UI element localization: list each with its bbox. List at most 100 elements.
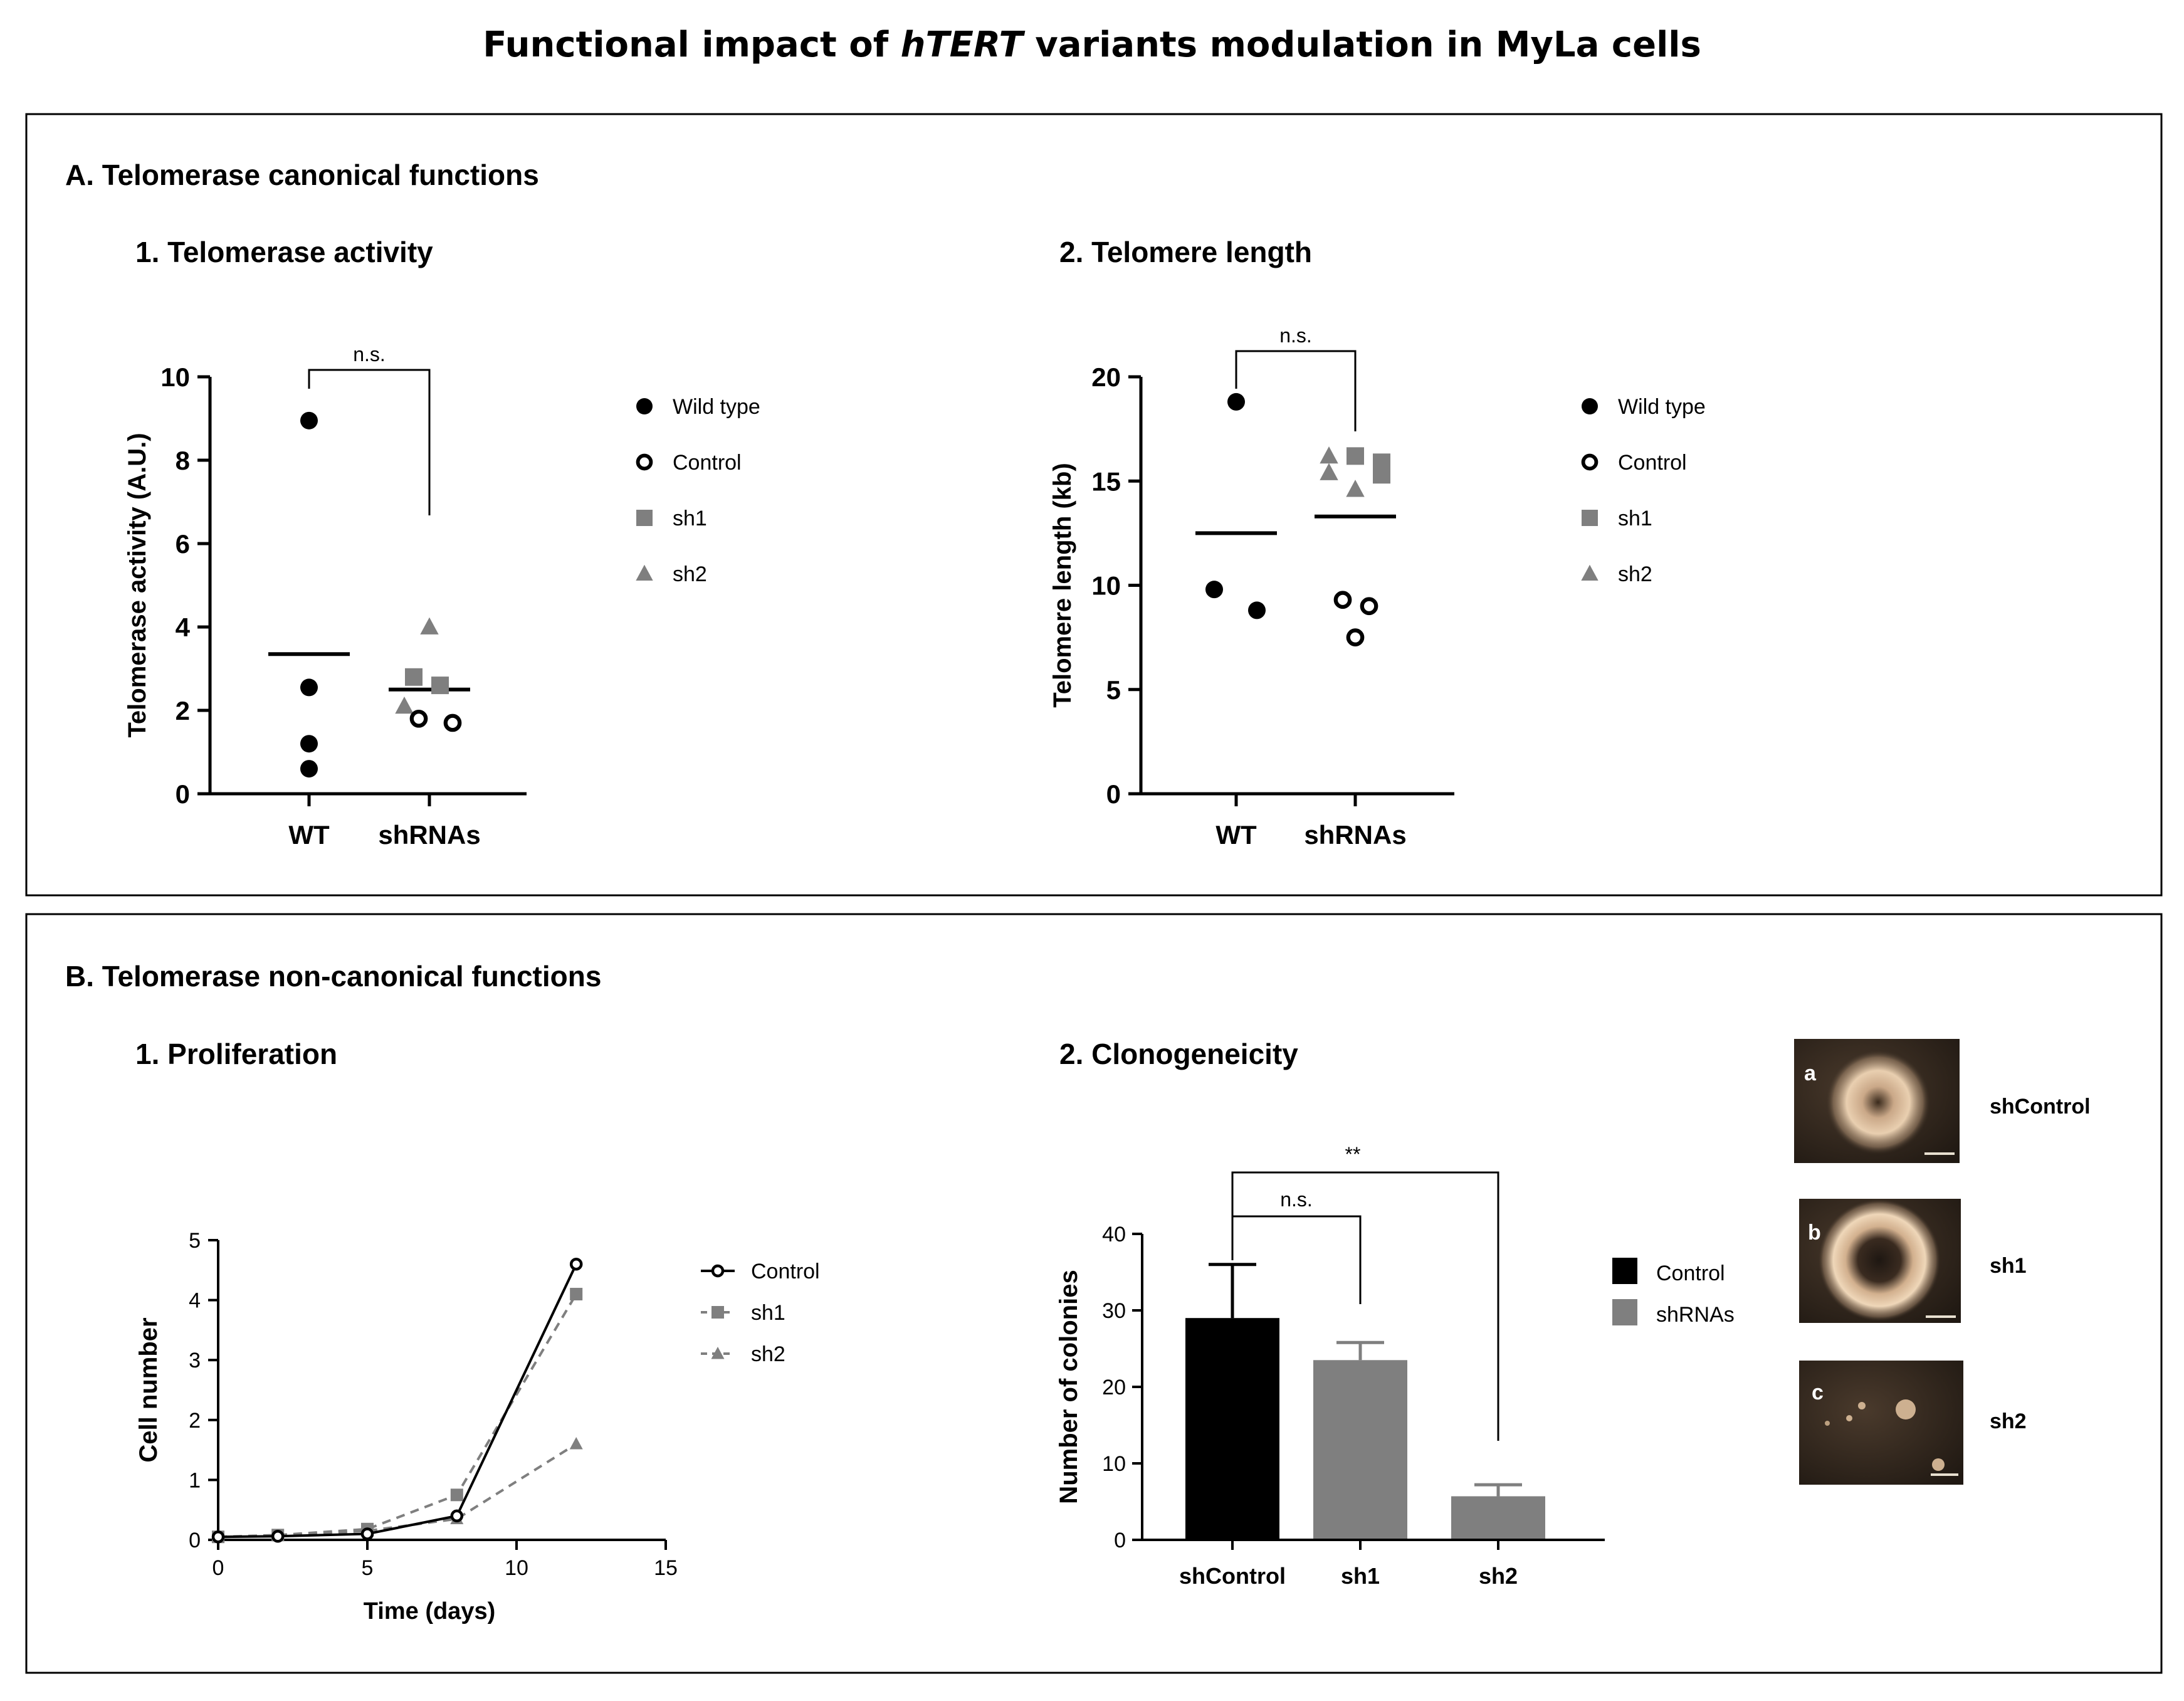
comparison-bracket-sh2 <box>1231 1171 1499 1441</box>
legend-a2: Wild type Control sh1 sh2 <box>1581 395 1706 586</box>
series-point-sh1 <box>450 1488 463 1502</box>
section-b-frame <box>25 913 2163 1674</box>
data-point <box>1346 628 1365 646</box>
data-point <box>1320 446 1338 464</box>
legend-marker <box>1582 510 1598 526</box>
x-tick-label: 5 <box>362 1556 374 1580</box>
y-tick-label: 3 <box>189 1349 201 1372</box>
legend-label: sh1 <box>673 507 707 530</box>
micrograph-c-label: sh2 <box>1990 1409 2027 1433</box>
x-tick-label: shControl <box>1179 1563 1286 1589</box>
section-a-frame <box>25 113 2163 897</box>
y-tick-label: 0 <box>1106 779 1121 809</box>
y-tick-label: 20 <box>1091 362 1121 392</box>
legend-marker <box>711 1264 725 1278</box>
data-point <box>300 760 318 778</box>
series-line-sh1 <box>218 1293 577 1539</box>
panel-a1-title: 1. Telomerase activity <box>135 236 433 268</box>
series-point-sh2 <box>569 1437 583 1450</box>
legend-label: sh2 <box>673 562 707 586</box>
y-tick-label: 4 <box>189 1289 201 1313</box>
y-axis-label: Number of colonies <box>1055 1270 1083 1504</box>
y-axis-label: Telomere length (kb) <box>1049 463 1076 707</box>
y-tick-label: 6 <box>176 529 190 559</box>
x-tick-label: 0 <box>213 1556 224 1580</box>
legend-marker <box>711 1347 725 1359</box>
legend-marker <box>1581 564 1599 581</box>
data-point <box>1227 392 1245 411</box>
series-point-Control <box>569 1257 583 1271</box>
data-point <box>1360 597 1378 616</box>
data-point <box>1333 591 1352 609</box>
panel-proliferation: 1. Proliferation 0 1 2 3 4 5 0 5 10 15 Time (days)… <box>135 1038 820 1625</box>
y-tick-label: 4 <box>176 613 191 642</box>
x-tick-label: sh1 <box>1341 1563 1380 1589</box>
legend-label: sh1 <box>1618 507 1652 530</box>
section-a-heading: A. Telomerase canonical functions <box>65 159 539 191</box>
micrograph-a-label: shControl <box>1990 1095 2091 1119</box>
legend-label: Control <box>1656 1261 1725 1285</box>
series-line-Control <box>218 1263 578 1539</box>
legend-label: Control <box>751 1260 820 1283</box>
title-italic: hTERT <box>901 24 1026 65</box>
data-point <box>300 411 318 429</box>
panel-b2-title: 2. Clonogeneicity <box>1059 1038 1298 1070</box>
x-tick-label: sh2 <box>1479 1563 1518 1589</box>
x-tick-label: shRNAs <box>378 820 480 850</box>
y-tick-label: 10 <box>1102 1452 1126 1476</box>
y-tick-label: 40 <box>1102 1223 1126 1246</box>
figure-title: Functional impact of hTERT variants modu… <box>483 24 1701 65</box>
legend-swatch <box>1612 1299 1637 1325</box>
micrograph-c: c sh2 <box>1799 1361 2027 1485</box>
legend-marker <box>636 564 653 581</box>
section-b-heading: B. Telomerase non-canonical functions <box>65 960 601 993</box>
significance-label: n.s. <box>1279 324 1312 347</box>
legend-label: shRNAs <box>1656 1303 1735 1327</box>
bar-shControl <box>1185 1318 1279 1540</box>
data-point <box>1205 581 1223 599</box>
x-tick-label: WT <box>288 820 330 850</box>
significance-bracket <box>308 369 431 515</box>
data-point <box>1346 480 1365 497</box>
x-tick-label: WT <box>1215 820 1257 850</box>
y-tick-label: 10 <box>160 362 190 392</box>
panel-telomerase-activity: 1. Telomerase activity 0 2 4 6 8 10 WT shRNAs Te… <box>123 236 760 850</box>
legend-marker <box>636 398 653 414</box>
legend-label: Wild type <box>673 395 760 419</box>
legend-label: sh1 <box>751 1301 785 1325</box>
micrograph-c-letter: c <box>1812 1381 1824 1404</box>
y-tick-label: 0 <box>189 1529 201 1552</box>
legend-label: Control <box>673 451 742 475</box>
y-tick-label: 0 <box>176 779 190 809</box>
data-point <box>431 677 449 695</box>
data-point <box>405 668 423 686</box>
legend-marker <box>711 1306 724 1319</box>
data-point <box>300 735 318 753</box>
legend-label: sh2 <box>751 1342 785 1366</box>
legend-label: sh2 <box>1618 562 1652 586</box>
panel-telomere-length: 2. Telomere length 0 5 10 15 20 WT shRNAs Telom… <box>1049 236 1706 850</box>
data-point <box>1248 601 1266 619</box>
y-tick-label: 20 <box>1102 1376 1126 1399</box>
micrograph-a-letter: a <box>1804 1061 1817 1085</box>
panel-a2-title: 2. Telomere length <box>1059 236 1312 268</box>
y-tick-label: 2 <box>176 696 190 725</box>
legend-swatch <box>1612 1258 1637 1284</box>
y-tick-label: 5 <box>1106 675 1121 705</box>
y-axis-label: Telomerase activity (A.U.) <box>123 433 151 737</box>
series-point-Control <box>360 1527 374 1540</box>
panel-b1-title: 1. Proliferation <box>135 1038 337 1070</box>
y-tick-label: 30 <box>1102 1299 1126 1323</box>
x-tick-label: 15 <box>654 1556 678 1580</box>
x-tick-label: 10 <box>505 1556 528 1580</box>
significance-label: n.s. <box>353 343 386 366</box>
series-point-sh1 <box>570 1288 583 1301</box>
micrograph-panel: a shControl b sh1 c sh2 <box>1794 1039 2091 1485</box>
data-point <box>395 696 414 714</box>
y-tick-label: 0 <box>1114 1529 1126 1552</box>
data-point <box>1320 463 1338 480</box>
comparison-label-sh2: ** <box>1345 1143 1361 1166</box>
data-point <box>300 678 318 697</box>
legend-marker <box>1581 453 1599 471</box>
